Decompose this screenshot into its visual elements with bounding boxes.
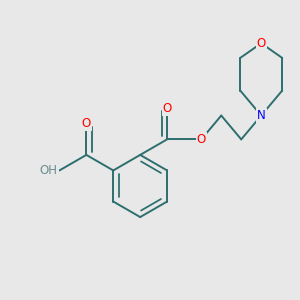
Text: N: N: [257, 109, 266, 122]
Text: O: O: [256, 37, 266, 50]
Text: OH: OH: [40, 164, 58, 177]
Text: O: O: [197, 133, 206, 146]
Text: O: O: [82, 117, 91, 130]
Text: O: O: [163, 102, 172, 115]
